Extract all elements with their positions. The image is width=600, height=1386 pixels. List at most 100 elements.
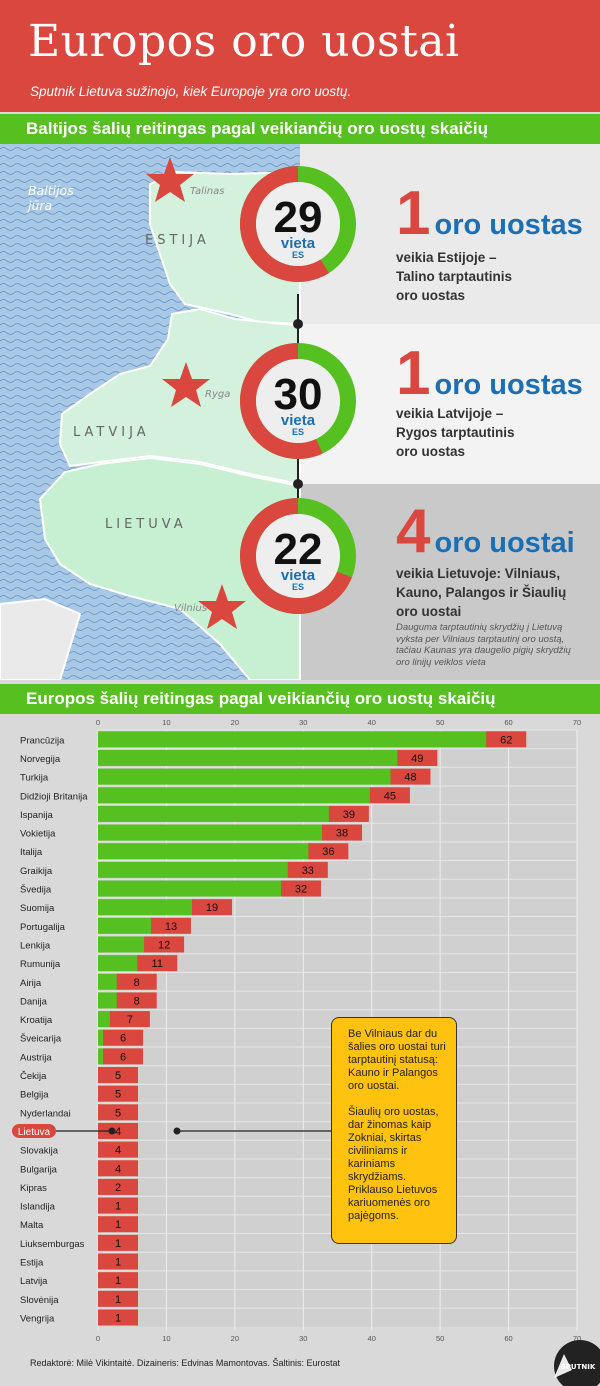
bar-label-Lietuva: 4 — [115, 1126, 121, 1138]
stat-desc-estija: veikia Estijoje – Talino tarptautinis or… — [396, 248, 512, 305]
bar-value-box-Liuksemburgas — [98, 1234, 138, 1251]
bar-value-box-Belgija — [98, 1085, 138, 1102]
land-neighbor-east — [300, 144, 600, 164]
bar-Airija — [98, 973, 119, 990]
bar-label-Čekija: 5 — [115, 1070, 121, 1082]
donut-arc-lietuva — [240, 498, 352, 614]
category-label-Graikija: Graikija — [20, 866, 53, 877]
bar-label-Nyderlandai: 5 — [115, 1107, 121, 1119]
category-label-Vokietija: Vokietija — [20, 829, 56, 840]
sea-label-1: Baltijos — [28, 183, 74, 198]
category-label-Ispanija: Ispanija — [20, 810, 53, 821]
footer-credits: Redaktorė: Milė Vikintaitė. Dizaineris: … — [30, 1358, 340, 1368]
bar-label-Ispanija: 39 — [343, 809, 355, 821]
bar-label-Belgija: 5 — [115, 1089, 121, 1101]
bar-value-box-Austrija — [103, 1048, 144, 1065]
donut-arc-estija — [240, 166, 330, 282]
bar-Prancūzija — [98, 731, 489, 748]
bar-label-Liuksemburgas: 1 — [115, 1238, 121, 1250]
land-neighbor-west — [0, 597, 82, 680]
bar-value-box-Šveicarija — [103, 1029, 144, 1046]
bar-Šveicarija — [98, 1029, 106, 1046]
bar-label-Malta: 1 — [115, 1219, 121, 1231]
country-label-estija: ESTIJA — [145, 233, 210, 248]
chart-categories: Prancūzija Norvegija Turkija Didžioji Brita… — [20, 735, 88, 1324]
bar-Italija — [98, 843, 311, 860]
category-label-Malta: Malta — [20, 1220, 44, 1231]
bar-value-box-Malta — [98, 1216, 138, 1233]
rank-number-estija: 29 — [274, 193, 323, 242]
chart-ticks: 0 0 10 10 20 20 30 30 40 40 50 50 60 60 70 70 — [96, 718, 581, 1343]
bar-value-box-Portugalija — [150, 917, 191, 934]
bar-label-Slovakija: 4 — [115, 1145, 121, 1157]
stat-unit-estija: oro uostas — [434, 209, 583, 241]
country-label-lietuva: LIETUVA — [105, 517, 187, 532]
rank-word-lietuva: vieta — [281, 567, 316, 584]
bar-label-Didžioji Britanija: 45 — [384, 790, 396, 802]
tick-bottom-0: 0 — [96, 1334, 100, 1343]
stat-unit-lietuva: oro uostai — [434, 527, 575, 559]
bar-Lenkija — [98, 936, 147, 953]
logo-text: SPUTNIK — [561, 1363, 596, 1371]
category-label-Bulgarija: Bulgarija — [20, 1164, 58, 1175]
category-label-Portugalija: Portugalija — [20, 922, 66, 933]
category-label-Estija: Estija — [20, 1258, 44, 1269]
category-label-Nyderlandai: Nyderlandai — [20, 1108, 71, 1119]
bar-value-box-Ispanija — [328, 805, 369, 822]
stat-count-lietuva: 4 — [396, 497, 431, 566]
tick-top-20: 20 — [231, 718, 239, 727]
rank-number-lietuva: 22 — [274, 525, 323, 574]
city-label-vilnius: Vilnius — [174, 603, 207, 614]
bar-value-box-Rumunija — [137, 955, 178, 972]
tick-top-50: 50 — [436, 718, 444, 727]
category-label-Islandija: Islandija — [20, 1202, 56, 1213]
city-label-talinas: Talinas — [190, 186, 224, 197]
category-label-Belgija: Belgija — [20, 1090, 49, 1101]
tick-bottom-40: 40 — [368, 1334, 376, 1343]
rank-number-latvija: 30 — [274, 370, 323, 419]
bar-label-Kroatija: 7 — [127, 1014, 133, 1026]
tick-bottom-20: 20 — [231, 1334, 239, 1343]
bar-value-box-Lietuva — [98, 1122, 138, 1139]
bar-label-Graikija: 33 — [302, 865, 314, 877]
category-label-Latvija: Latvija — [20, 1276, 48, 1287]
tick-top-0: 0 — [96, 718, 100, 727]
bar-value-box-Italija — [308, 843, 349, 860]
bar-label-Danija: 8 — [134, 995, 140, 1007]
connector-dot-2 — [293, 479, 303, 489]
bar-label-Rumunija: 11 — [152, 958, 163, 970]
lietuva-note: Daugumа tarptautinių skrydžių į Lietuvą … — [396, 622, 571, 668]
panel-lietuva — [300, 484, 600, 680]
category-label-Vengrija: Vengrija — [20, 1313, 55, 1324]
tick-top-60: 60 — [504, 718, 512, 727]
desc-line: Rygos tarptautinis — [396, 425, 515, 440]
category-label-Liuksemburgas: Liuksemburgas — [20, 1239, 85, 1250]
bar-Turkija — [98, 768, 393, 785]
callout-paragraph-1: Be Vilniaus dar du šalies oro uostai tur… — [348, 1028, 446, 1092]
bar-label-Portugalija: 13 — [165, 921, 177, 933]
bar-label-Prancūzija: 62 — [500, 734, 512, 746]
desc-line: oro uostai — [396, 604, 462, 619]
chart-highlight: Lietuva — [12, 1123, 331, 1138]
bar-Norvegija — [98, 749, 400, 766]
stat-latvija: 1 oro uostas — [396, 343, 583, 405]
lietuva-callout: Be Vilniaus dar du šalies oro uostai tur… — [331, 1017, 457, 1244]
bar-value-box-Kipras — [98, 1178, 138, 1195]
city-label-ryga: Ryga — [205, 389, 230, 400]
callout-paragraph-2: Šiaulių oro uostas, dar žinomas kaip Zok… — [348, 1106, 439, 1222]
bar-value-box-Turkija — [390, 768, 431, 785]
bar-label-Suomija: 19 — [206, 902, 218, 914]
bar-Ispanija — [98, 805, 331, 822]
category-label-Lenkija: Lenkija — [20, 940, 51, 951]
category-label-Suomija: Suomija — [20, 903, 55, 914]
tick-top-10: 10 — [162, 718, 170, 727]
category-label-Airija: Airija — [20, 978, 42, 989]
baltic-heading: Baltijos šalių reitingas pagal veikianči… — [0, 114, 600, 144]
bar-value-box-Bulgarija — [98, 1160, 138, 1177]
category-label-Norvegija: Norvegija — [20, 754, 61, 765]
stat-desc-lietuva: veikia Lietuvoje: Vilniaus, Kauno, Palan… — [396, 564, 566, 621]
category-label-Italija: Italija — [20, 847, 43, 858]
desc-line: oro uostas — [396, 444, 466, 459]
